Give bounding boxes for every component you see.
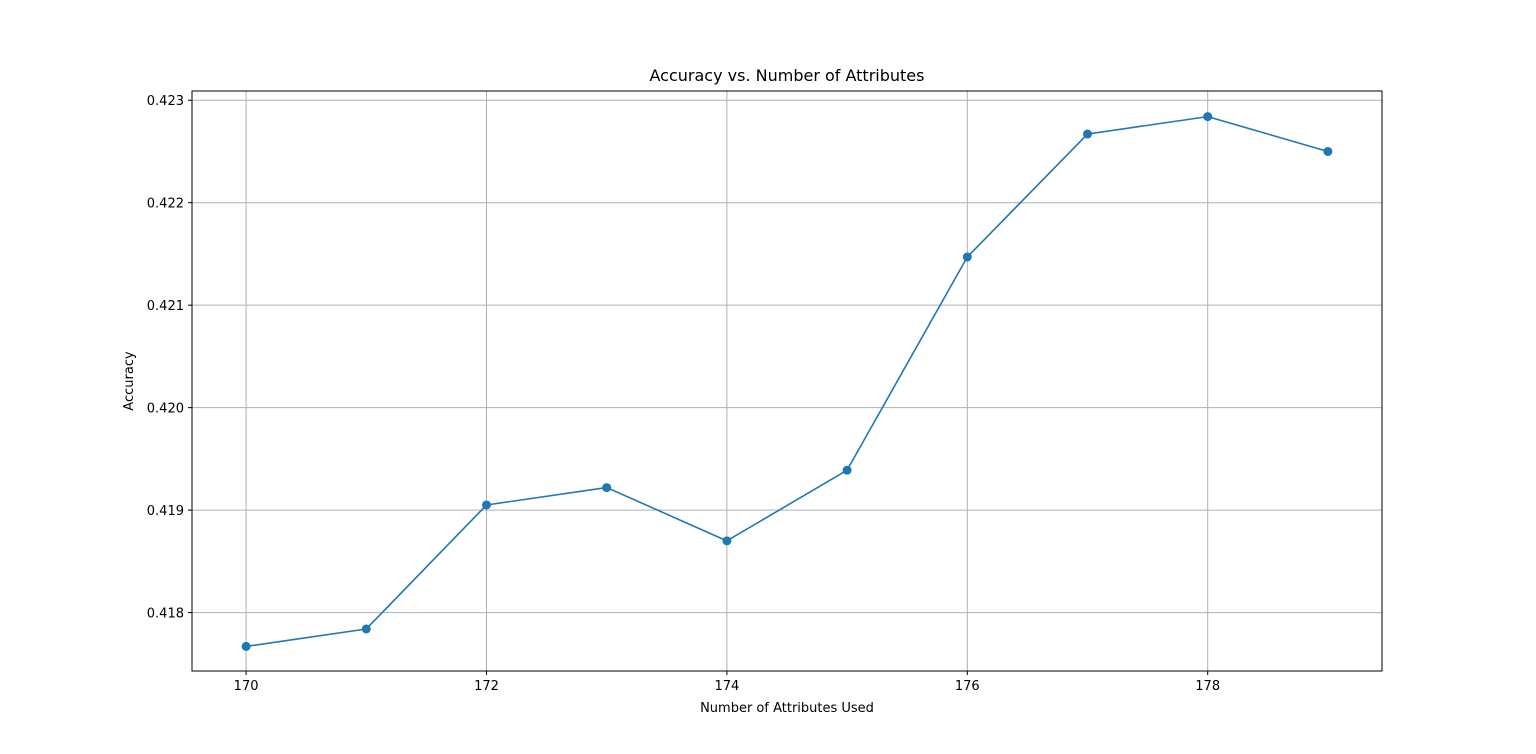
x-tick-label: 170 [234,679,259,694]
x-axis-label: Number of Attributes Used [700,701,874,716]
data-point [241,641,251,651]
data-point [481,500,491,510]
x-tick-label: 176 [955,679,980,694]
plot-frame [191,90,1383,672]
y-tick-label: 0.421 [147,299,184,314]
data-point [722,536,732,546]
y-tick-label: 0.422 [147,197,184,212]
x-tick-label: 172 [474,679,499,694]
data-point [962,252,972,262]
y-tick-label: 0.423 [147,94,184,109]
axis-ticks: 170 172 174 176 178 0.418 0.419 0.420 0.421 0.422… [147,94,1220,694]
data-point [1323,146,1333,156]
data-point [1083,129,1093,139]
data-point [602,483,612,493]
y-tick-label: 0.418 [147,607,184,622]
y-tick-label: 0.419 [147,504,184,519]
data-point [361,624,371,634]
data-series [241,112,1333,651]
x-tick-label: 174 [714,679,739,694]
data-point [842,465,852,475]
x-tick-label: 178 [1195,679,1220,694]
data-point [1203,112,1213,122]
series-line [245,115,1329,648]
y-axis-label: Accuracy [122,351,137,411]
chart-title: Accuracy vs. Number of Attributes [650,66,925,85]
grid-lines [192,91,1382,671]
y-tick-label: 0.420 [147,402,184,417]
